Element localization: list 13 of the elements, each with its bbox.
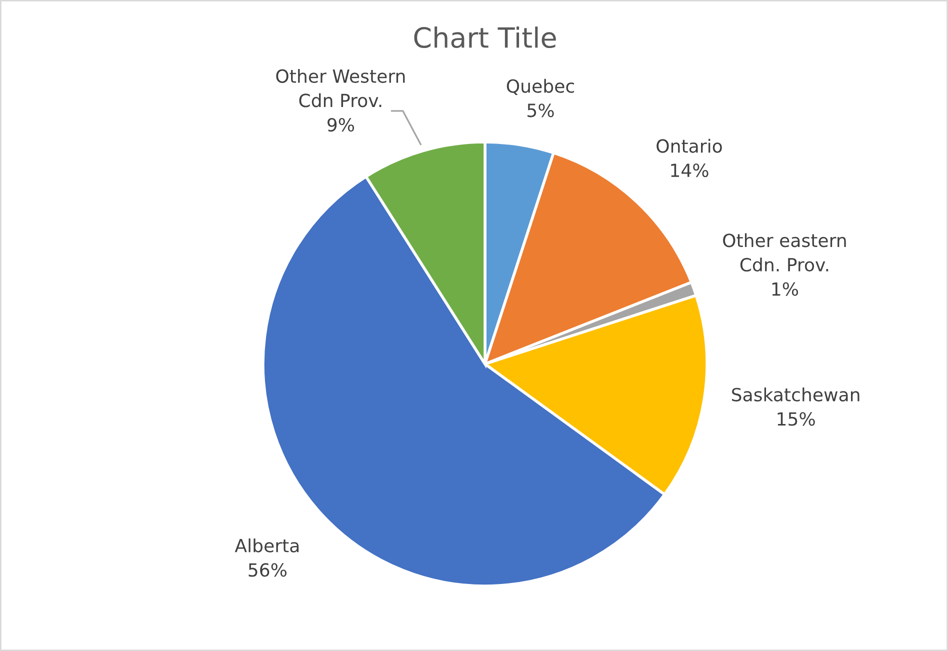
data-label: 15% [778,412,815,426]
slice-label: Other Western Cdn Prov. [276,68,405,108]
slice-label: Other eastern Cdn. Prov. [723,233,846,272]
data-label: 56% [248,563,287,577]
slice-label: Alberta [234,538,299,552]
chart-title: Chart Title [414,26,556,48]
data-label: 9% [328,118,354,132]
data-label: 1% [772,282,798,296]
slice-label: Quebec [506,78,574,95]
data-label: 14% [671,164,708,178]
data-label: 5% [528,104,554,118]
slice-label: Saskatchewan [732,387,860,402]
slice-label: Ontario [656,138,722,153]
